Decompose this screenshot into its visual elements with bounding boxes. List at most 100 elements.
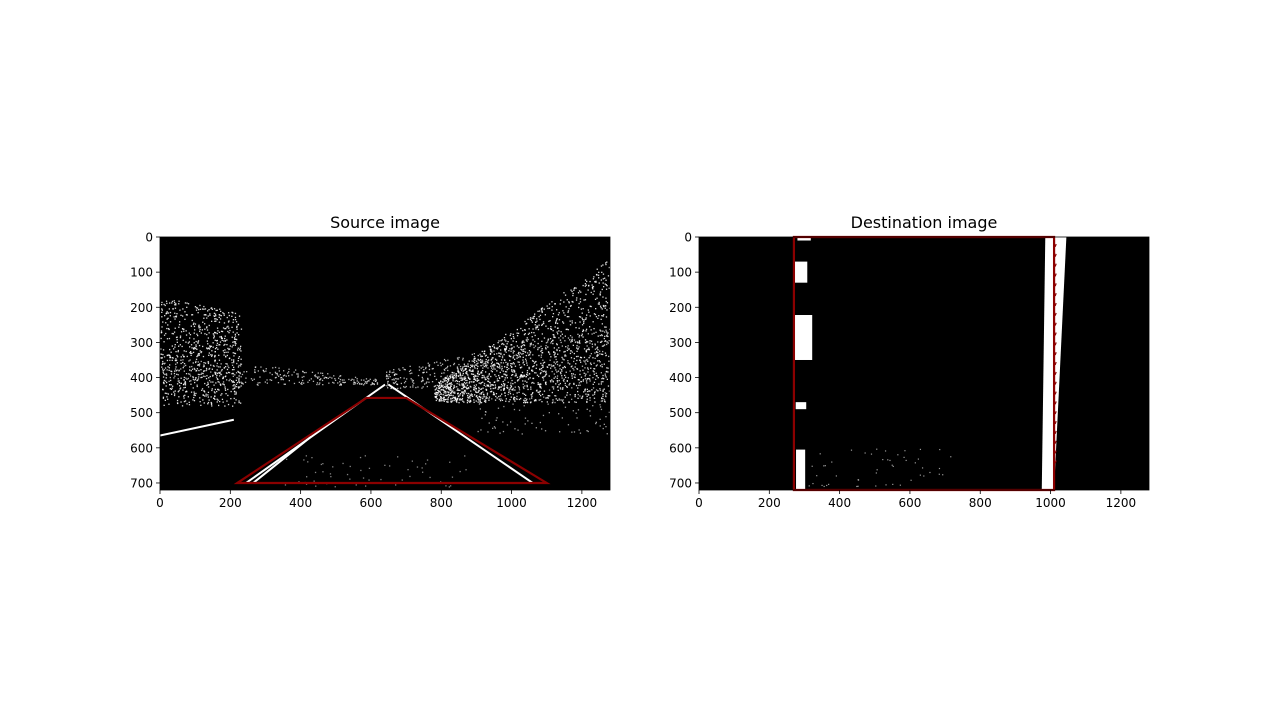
edge-pixel — [226, 363, 228, 365]
edge-pixel — [470, 390, 472, 392]
edge-pixel — [540, 356, 542, 358]
edge-pixel — [234, 385, 236, 387]
edge-pixel — [498, 363, 500, 365]
edge-pixel — [555, 320, 557, 322]
edge-pixel — [207, 310, 209, 312]
y-tick-label: 200 — [669, 301, 692, 315]
edge-pixel — [595, 378, 597, 380]
edge-pixel — [233, 355, 235, 357]
edge-pixel — [560, 299, 562, 301]
edge-pixel — [487, 380, 489, 382]
edge-pixel — [188, 332, 190, 334]
edge-pixel — [565, 306, 567, 308]
edge-pixel — [176, 313, 178, 315]
edge-pixel — [483, 376, 485, 378]
edge-pixel — [583, 391, 585, 393]
edge-pixel — [553, 354, 555, 356]
edge-pixel — [367, 380, 369, 382]
edge-pixel — [499, 400, 502, 402]
edge-pixel — [558, 379, 560, 382]
edge-pixel — [232, 381, 234, 383]
edge-pixel — [562, 321, 564, 323]
edge-pixel — [447, 365, 449, 368]
edge-pixel — [221, 330, 224, 333]
edge-pixel — [403, 386, 405, 388]
edge-pixel — [503, 388, 506, 390]
edge-pixel — [466, 384, 469, 386]
edge-pixel — [166, 354, 168, 357]
edge-pixel — [517, 356, 520, 358]
edge-pixel — [404, 369, 406, 371]
edge-pixel — [588, 357, 590, 359]
edge-pixel — [561, 377, 563, 379]
edge-pixel — [214, 371, 216, 373]
edge-pixel — [462, 359, 464, 361]
edge-pixel — [523, 364, 525, 366]
edge-pixel — [445, 360, 447, 362]
edge-pixel — [513, 397, 515, 399]
edge-pixel — [500, 389, 502, 391]
edge-pixel — [186, 306, 188, 308]
edge-pixel — [509, 387, 511, 389]
edge-pixel — [512, 356, 514, 358]
edge-pixel — [587, 367, 589, 369]
edge-pixel — [212, 375, 214, 377]
edge-pixel — [464, 386, 467, 388]
edge-pixel — [605, 262, 607, 264]
edge-pixel — [530, 344, 532, 346]
edge-pixel — [500, 349, 502, 351]
edge-pixel — [593, 313, 596, 315]
edge-pixel — [563, 301, 565, 303]
edge-pixel — [457, 389, 460, 391]
edge-pixel — [464, 365, 466, 367]
edge-pixel — [577, 347, 579, 350]
edge-pixel — [321, 372, 324, 374]
edge-pixel — [491, 398, 493, 400]
edge-pixel — [444, 369, 446, 371]
edge-pixel — [504, 348, 506, 350]
edge-pixel — [607, 332, 609, 334]
edge-pixel — [561, 370, 563, 372]
edge-pixel — [541, 349, 543, 352]
y-tick-label: 0 — [145, 231, 153, 245]
edge-pixel — [315, 376, 317, 378]
edge-pixel — [524, 333, 526, 335]
edge-pixel — [606, 261, 608, 263]
edge-pixel — [567, 424, 570, 426]
edge-pixel — [511, 363, 513, 365]
edge-pixel — [586, 408, 588, 410]
edge-pixel — [504, 395, 506, 397]
edge-pixel — [206, 369, 208, 371]
edge-pixel — [162, 382, 165, 384]
edge-pixel — [163, 303, 165, 306]
x-tick-label: 200 — [758, 496, 781, 510]
edge-pixel — [375, 379, 377, 381]
edge-pixel — [440, 386, 442, 388]
edge-pixel — [581, 312, 583, 314]
lane-segment-5 — [796, 449, 806, 490]
edge-pixel — [467, 363, 469, 365]
edge-pixel — [527, 333, 530, 335]
edge-pixel — [522, 392, 524, 395]
edge-pixel — [485, 378, 487, 381]
edge-pixel — [508, 368, 510, 370]
edge-pixel — [552, 316, 554, 318]
edge-pixel — [518, 391, 520, 393]
edge-pixel — [526, 364, 528, 366]
edge-pixel — [521, 366, 523, 368]
edge-pixel — [400, 382, 402, 385]
edge-pixel — [576, 417, 578, 419]
edge-pixel — [291, 374, 293, 376]
edge-pixel — [503, 383, 505, 385]
edge-pixel — [441, 372, 443, 374]
edge-pixel — [166, 381, 168, 384]
edge-pixel — [541, 376, 544, 378]
edge-pixel — [484, 361, 486, 363]
edge-pixel — [223, 344, 225, 346]
edge-pixel — [200, 376, 202, 379]
edge-pixel — [219, 341, 222, 343]
edge-pixel — [318, 383, 320, 386]
edge-pixel — [538, 391, 540, 394]
y-tick-label: 400 — [130, 371, 153, 385]
edge-pixel — [582, 379, 585, 381]
